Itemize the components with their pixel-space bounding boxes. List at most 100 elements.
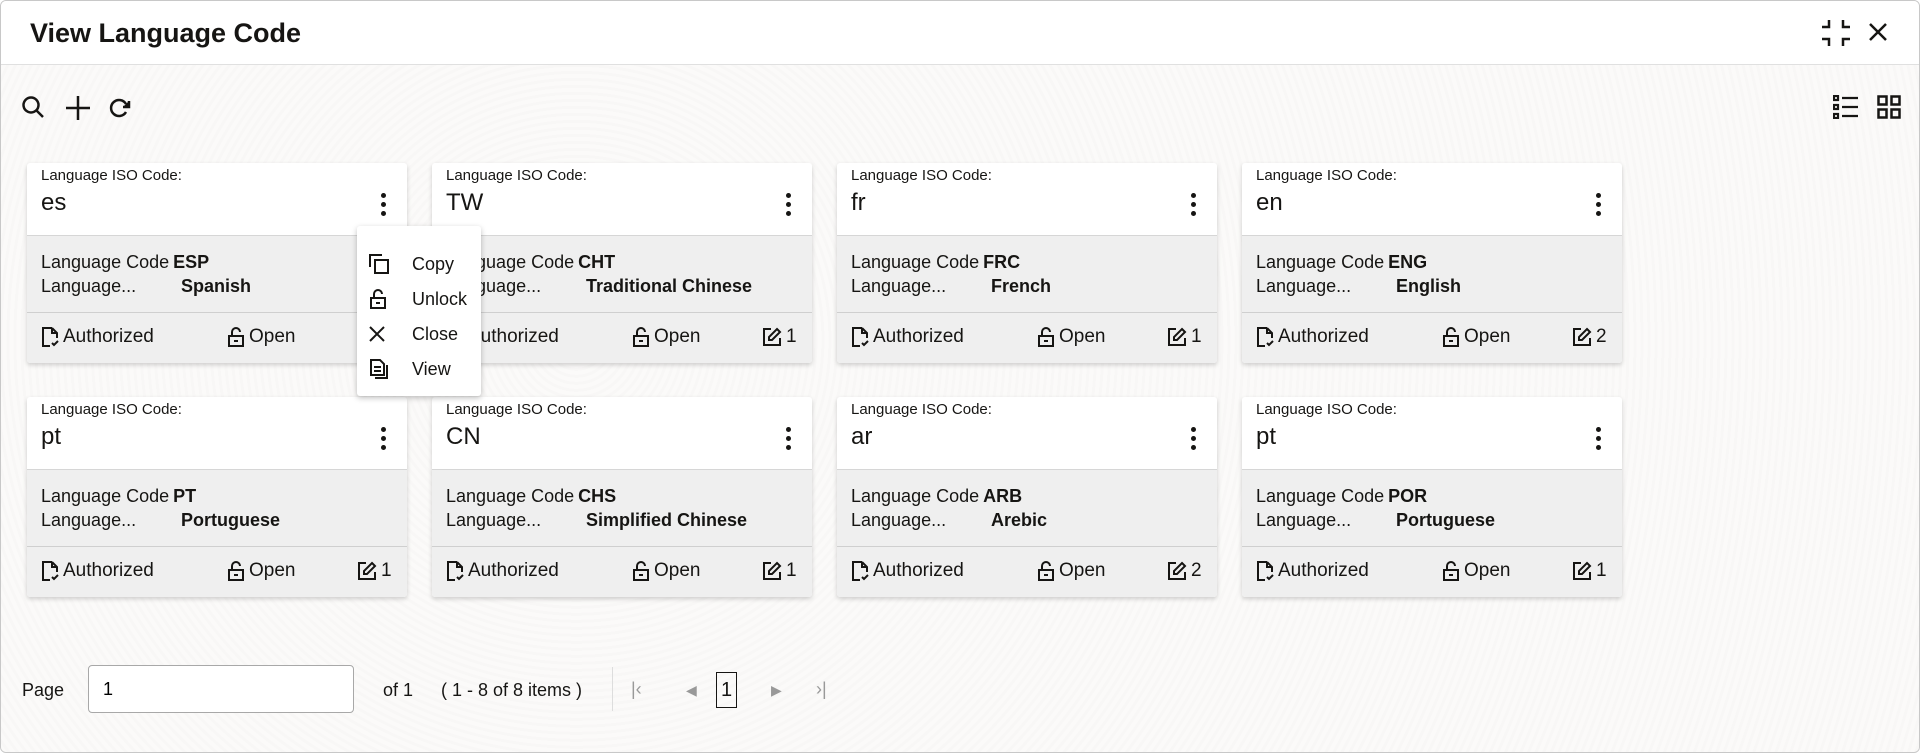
record-status: Open (227, 560, 295, 582)
language-card[interactable]: Language ISO Code: pt Language Code POR L… (1242, 397, 1622, 597)
more-actions-icon[interactable] (381, 427, 387, 454)
authorization-status: Authorized (1256, 326, 1369, 348)
modification-count: 2 (1167, 560, 1202, 582)
iso-code-label: Language ISO Code: (851, 401, 992, 418)
language-code-value: ARB (983, 486, 1023, 506)
pagination: Page of 1 ( 1 - 8 of 8 items ) |‹ ◀ 1 ▶ … (1, 665, 901, 715)
edit-icon (1167, 561, 1187, 581)
first-page-icon[interactable]: |‹ (631, 679, 642, 699)
edit-icon (762, 561, 782, 581)
language-name-value: Traditional Chinese (586, 276, 753, 296)
language-card[interactable]: Language ISO Code: ar Language Code ARB L… (837, 397, 1217, 597)
more-actions-icon[interactable] (1596, 427, 1602, 454)
more-actions-icon[interactable] (786, 427, 792, 454)
menu-item-view[interactable]: View (357, 351, 481, 386)
authorized-icon (851, 561, 869, 581)
iso-code-value: pt (41, 423, 62, 450)
page-label: Page (22, 680, 65, 700)
language-code-label: Language Code (41, 252, 170, 272)
record-status: Open (632, 326, 700, 348)
list-view-icon[interactable] (1833, 95, 1859, 119)
iso-code-label: Language ISO Code: (1256, 401, 1397, 418)
modification-count: 1 (762, 560, 797, 582)
iso-code-value: fr (851, 189, 866, 216)
language-code-label: Language Code (851, 252, 980, 272)
language-code-value: ENG (1388, 252, 1428, 272)
language-name-label: Language... (446, 510, 542, 530)
lock-open-icon (632, 327, 650, 347)
language-code-label: Language Code (1256, 486, 1385, 506)
language-name-label: Language... (851, 510, 947, 530)
language-card[interactable]: Language ISO Code: fr Language Code FRC L… (837, 163, 1217, 363)
authorization-status: Authorized (1256, 560, 1369, 582)
language-name-label: Language... (1256, 276, 1352, 296)
lock-open-icon (632, 561, 650, 581)
view-icon (357, 358, 412, 379)
edit-icon (357, 561, 377, 581)
more-actions-icon[interactable] (1191, 193, 1197, 220)
menu-item-unlock[interactable]: Unlock (357, 281, 481, 316)
iso-code-value: CN (446, 423, 481, 450)
language-code-label: Language Code (41, 486, 170, 506)
last-page-icon[interactable]: ›| (816, 679, 827, 699)
iso-code-label: Language ISO Code: (446, 401, 587, 418)
previous-page-icon[interactable]: ◀ (686, 682, 697, 698)
language-name-value: Portuguese (1396, 510, 1496, 530)
authorization-status: Authorized (851, 326, 964, 348)
language-card[interactable]: Language ISO Code: CN Language Code CHS L… (432, 397, 812, 597)
close-icon (357, 325, 412, 342)
language-name-label: Language... (41, 276, 137, 296)
current-page-button[interactable]: 1 (716, 672, 737, 708)
modification-count: 2 (1572, 326, 1607, 348)
record-status: Open (632, 560, 700, 582)
language-name-label: Language... (1256, 510, 1352, 530)
page-input[interactable] (88, 665, 354, 713)
more-actions-icon[interactable] (381, 193, 387, 220)
close-icon[interactable] (1869, 23, 1887, 41)
refresh-icon[interactable] (108, 97, 132, 119)
language-name-value: Arebic (991, 510, 1048, 530)
language-name-label: Language... (851, 276, 947, 296)
language-card[interactable]: Language ISO Code: es Language Code ESP L… (27, 163, 407, 363)
authorized-icon (446, 561, 464, 581)
page-title: View Language Code (30, 18, 302, 48)
lock-open-icon (1037, 561, 1055, 581)
language-card[interactable]: Language ISO Code: pt Language Code PT La… (27, 397, 407, 597)
iso-code-value: TW (446, 189, 484, 216)
record-status: Open (1442, 326, 1510, 348)
iso-code-value: en (1256, 189, 1283, 216)
more-actions-icon[interactable] (786, 193, 792, 220)
edit-icon (762, 327, 782, 347)
edit-icon (1167, 327, 1187, 347)
record-status: Open (1037, 560, 1105, 582)
record-status: Open (1037, 326, 1105, 348)
minimize-icon[interactable] (1821, 19, 1851, 47)
more-actions-icon[interactable] (1596, 193, 1602, 220)
search-icon[interactable] (21, 95, 45, 119)
edit-icon (1572, 327, 1592, 347)
divider (612, 667, 613, 711)
language-card[interactable]: Language ISO Code: TW Language Code CHT L… (432, 163, 812, 363)
language-code-value: POR (1388, 486, 1428, 506)
modification-count: 1 (357, 560, 392, 582)
next-page-icon[interactable]: ▶ (771, 682, 782, 698)
lock-open-icon (227, 561, 245, 581)
menu-item-copy[interactable]: Copy (357, 246, 481, 281)
record-status: Open (227, 326, 295, 348)
grid-view-icon[interactable] (1877, 95, 1902, 119)
menu-item-close[interactable]: Close (357, 316, 481, 351)
more-actions-icon[interactable] (1191, 427, 1197, 454)
modification-count: 1 (1167, 326, 1202, 348)
iso-code-value: ar (851, 423, 873, 450)
authorized-icon (41, 327, 59, 347)
authorized-icon (41, 561, 59, 581)
lock-open-icon (1442, 561, 1460, 581)
page-total: of 1 (383, 680, 414, 700)
language-card[interactable]: Language ISO Code: en Language Code ENG L… (1242, 163, 1622, 363)
lock-open-icon (1442, 327, 1460, 347)
iso-code-label: Language ISO Code: (1256, 167, 1397, 184)
language-code-label: Language Code (446, 486, 575, 506)
add-icon[interactable] (65, 95, 91, 121)
authorized-icon (851, 327, 869, 347)
